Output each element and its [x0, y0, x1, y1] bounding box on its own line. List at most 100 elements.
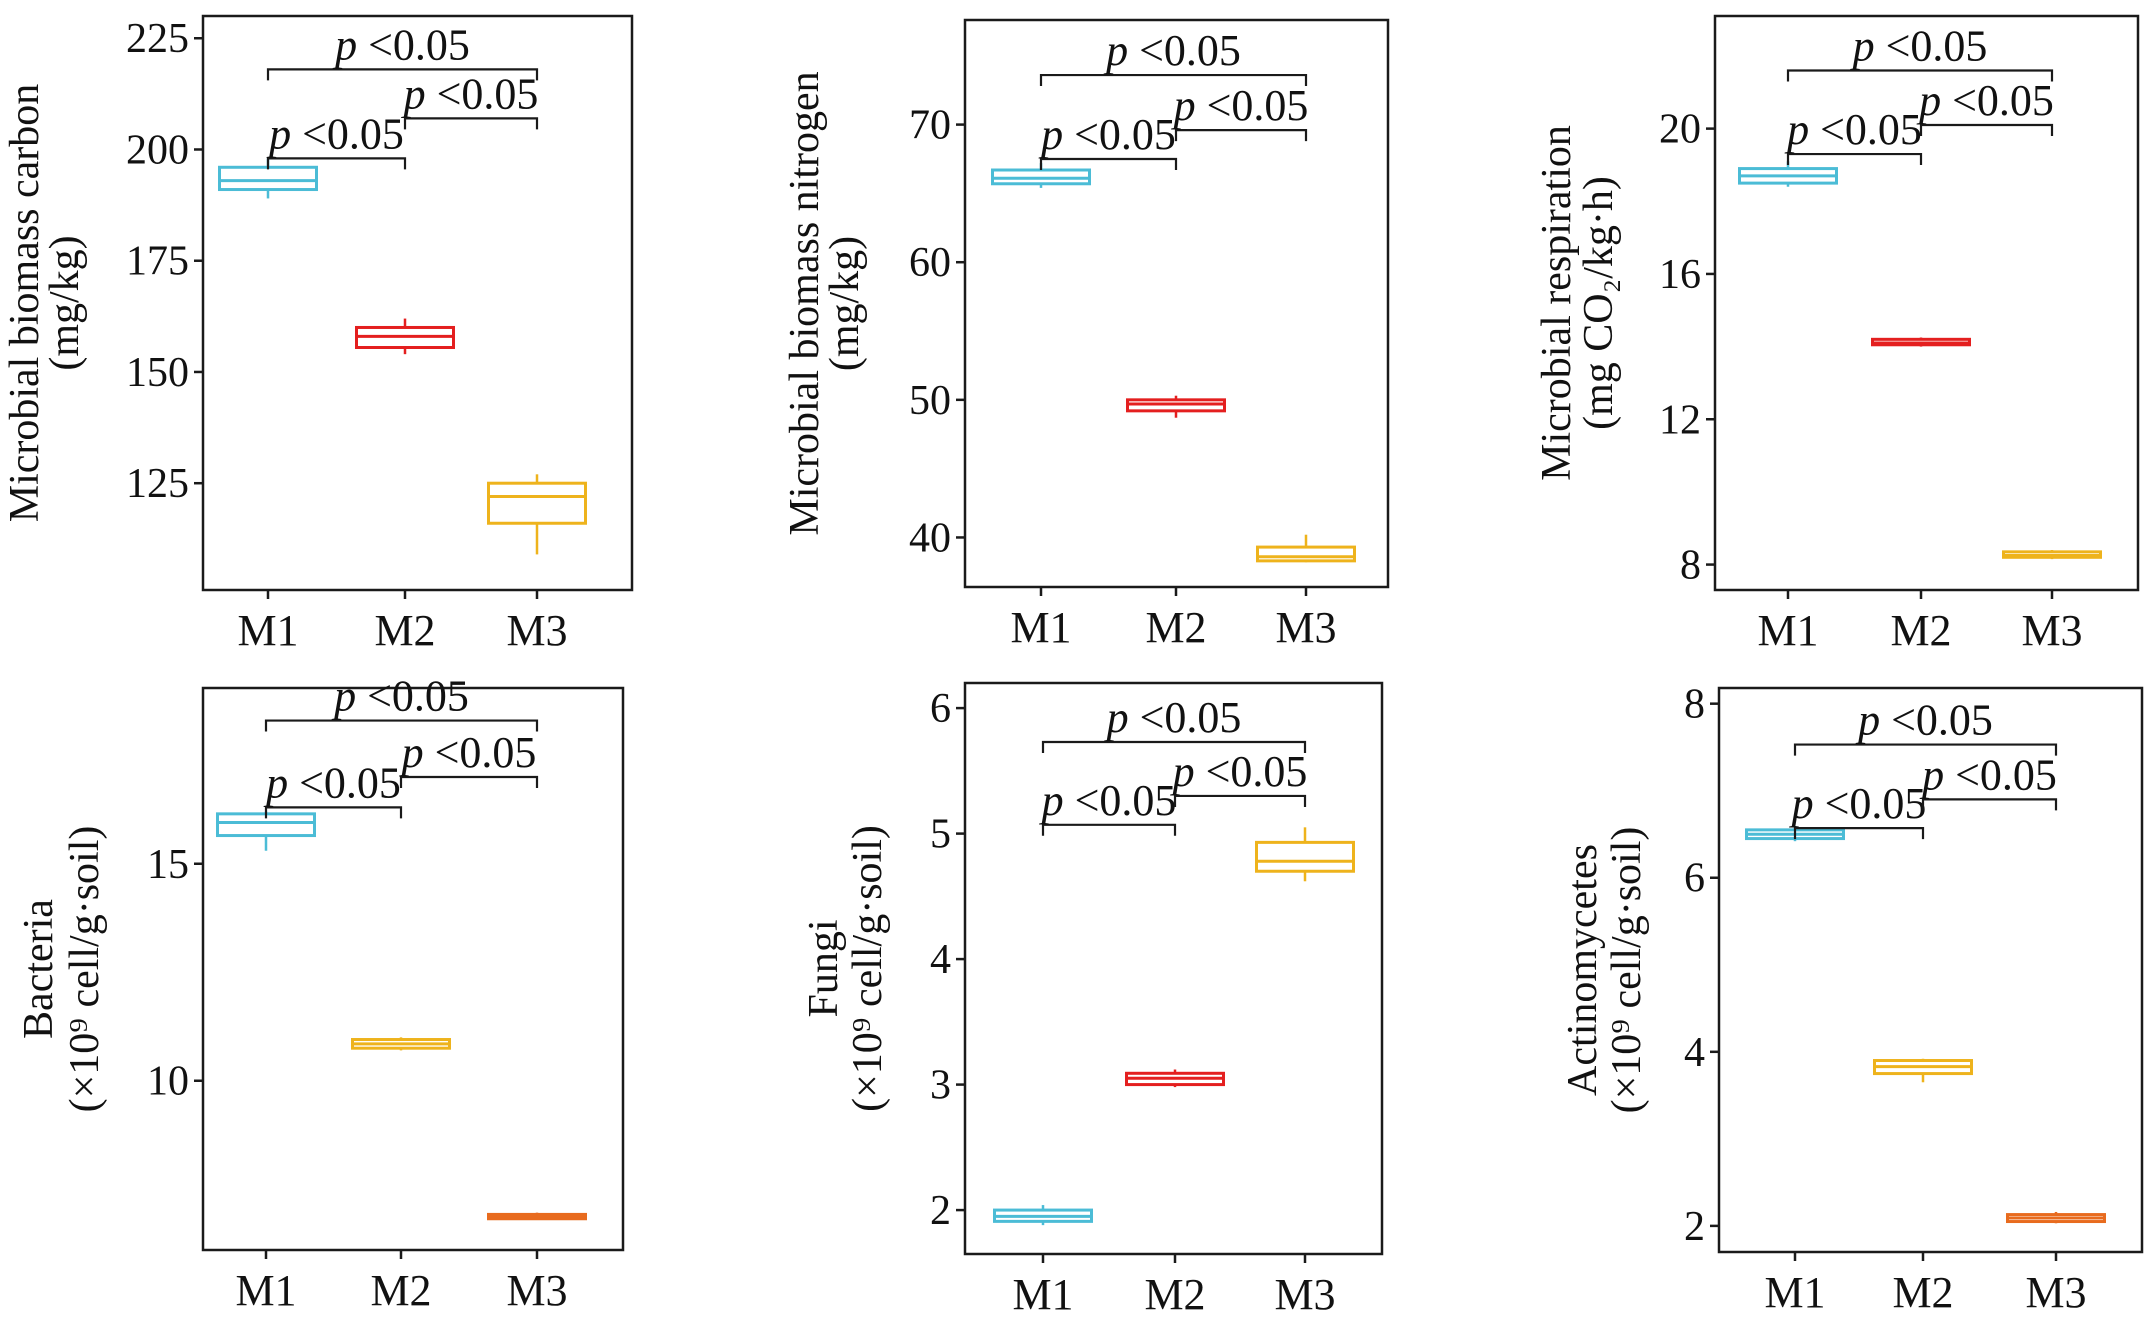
panel-5: 2 3 4 5 6 M1 M2 M3 Fungi(×10⁹ cell/g·soil) p <0.0…: [801, 681, 1384, 1319]
bracket-line: [264, 806, 403, 819]
p-value-label: p <0.05: [1784, 105, 1922, 154]
y-tick-label: 6: [930, 686, 951, 732]
panel-1: 125 150 175 200 225 M1 M2 M3 Microbial biomass c…: [2, 14, 634, 655]
bracket-line: [1039, 73, 1308, 87]
significance-bracket: p <0.05: [1041, 693, 1307, 753]
bracket-line: [1793, 827, 1925, 840]
box-m3: [487, 1212, 587, 1221]
y-axis-unit-label: (×10⁹ cell/g·soil): [1604, 827, 1650, 1114]
significance-bracket: p <0.05: [401, 69, 539, 130]
p-value-label: p <0.05: [401, 69, 539, 118]
p-value-label: p <0.05: [1039, 776, 1177, 825]
p-value-label: p <0.05: [1919, 750, 2057, 799]
significance-bracket: p <0.05: [1789, 779, 1927, 840]
y-tick-label: 8: [1680, 543, 1701, 589]
p-value-label: p <0.05: [1170, 747, 1308, 796]
bracket-line: [399, 775, 539, 788]
x-tick-label: M3: [1274, 1270, 1335, 1319]
significance-bracket: p <0.05: [399, 728, 539, 788]
significance-bracket: p <0.05: [1170, 747, 1308, 807]
x-tick-label: M3: [2021, 606, 2082, 655]
y-tick-label: 5: [930, 812, 951, 858]
y-axis-unit-label: (×10⁹ cell/g·soil): [845, 825, 891, 1112]
y-axis-label: Bacteria: [16, 899, 62, 1039]
x-tick-label: M2: [1892, 1268, 1953, 1317]
y-axis-label: Microbial biomass carbon: [2, 84, 48, 523]
bracket-line: [403, 117, 539, 130]
significance-bracket: p <0.05: [1793, 696, 2058, 756]
y-axis-unit-label: (×10⁹ cell/g·soil): [62, 826, 108, 1113]
x-tick-label: M2: [1145, 603, 1206, 652]
x-tick-label: M3: [2025, 1268, 2086, 1317]
box-m2: [1126, 395, 1226, 418]
y-tick-label: 50: [909, 378, 951, 424]
y-tick-label: 20: [1659, 107, 1701, 153]
x-tick-label: M1: [1012, 1270, 1073, 1319]
box-m2: [355, 318, 455, 355]
y-tick-label: 6: [1684, 856, 1705, 902]
p-value-label: p <0.05: [266, 109, 404, 158]
bracket-line: [1041, 740, 1307, 753]
y-tick-label: 200: [126, 127, 189, 173]
y-tick-label: 8: [1684, 682, 1705, 728]
significance-bracket: p <0.05: [1786, 21, 2054, 82]
plot-frame: [963, 681, 1384, 1256]
x-tick-label: M1: [1757, 606, 1818, 655]
x-tick-label: M3: [506, 1266, 567, 1315]
y-tick-label: 10: [147, 1059, 189, 1105]
bracket-line: [1039, 157, 1178, 170]
box-iqr: [218, 165, 318, 192]
bracket-line: [1786, 69, 2054, 82]
box-m2: [351, 1037, 451, 1051]
box-m3: [1255, 827, 1355, 882]
x-tick-label: M2: [374, 606, 435, 655]
y-axis-unit-label: (mg CO₂/kg·h): [1576, 176, 1622, 430]
box-m3: [1256, 534, 1356, 563]
p-value-label: p <0.05: [399, 728, 537, 777]
box-m1: [1738, 161, 1838, 187]
y-tick-label: 150: [126, 350, 189, 396]
box-iqr: [1255, 840, 1355, 873]
box-iqr: [487, 481, 587, 525]
significance-bracket: p <0.05: [1171, 81, 1309, 142]
y-tick-label: 15: [147, 842, 189, 888]
bracket-line: [266, 157, 407, 170]
y-tick-label: 2: [1684, 1204, 1705, 1250]
significance-bracket: p <0.05: [264, 672, 539, 732]
box-m2: [1873, 1058, 1973, 1083]
y-axis-unit-label: (mg/kg): [42, 235, 88, 370]
bracket-line: [1921, 798, 2058, 811]
x-tick-label: M2: [1144, 1270, 1205, 1319]
p-value-label: p <0.05: [1916, 76, 2054, 125]
bracket-line: [1174, 128, 1308, 142]
p-value-label: p <0.05: [1104, 693, 1242, 742]
significance-bracket: p <0.05: [1039, 26, 1308, 87]
p-value-label: p <0.05: [1855, 696, 1993, 745]
y-tick-label: 60: [909, 240, 951, 286]
p-value-label: p <0.05: [1103, 26, 1241, 75]
bracket-line: [1173, 794, 1307, 807]
p-value-label: p <0.05: [1171, 81, 1309, 130]
plot-frame: [1713, 14, 2140, 592]
panel-6: 2 4 6 8 M1 M2 M3 Actinomycetes(×10⁹ cell/g·soil…: [1560, 682, 2144, 1317]
p-value-label: p <0.05: [1789, 779, 1927, 828]
x-tick-label: M2: [370, 1266, 431, 1315]
bracket-line: [1041, 823, 1177, 836]
significance-bracket: p <0.05: [1916, 76, 2054, 136]
box-m1: [991, 163, 1091, 188]
box-iqr: [1256, 545, 1356, 563]
panel-3: 8 12 16 20 M1 M2 M3 Microbial respiration(mg CO…: [1534, 14, 2140, 655]
bracket-line: [1793, 743, 2058, 756]
box-m2: [1125, 1069, 1225, 1088]
box-m3: [2006, 1211, 2106, 1224]
y-tick-label: 125: [126, 461, 189, 507]
panel-2: 40 50 60 70 M1 M2 M3 Microbial biomass nitrogen…: [782, 18, 1390, 652]
y-axis-label: Actinomycetes: [1560, 844, 1606, 1096]
significance-bracket: p <0.05: [1919, 750, 2058, 811]
y-axis-label: Microbial respiration: [1534, 125, 1580, 481]
box-m2: [1871, 337, 1971, 347]
y-tick-label: 4: [1684, 1030, 1705, 1076]
x-tick-label: M1: [1764, 1268, 1825, 1317]
y-tick-label: 175: [126, 239, 189, 285]
